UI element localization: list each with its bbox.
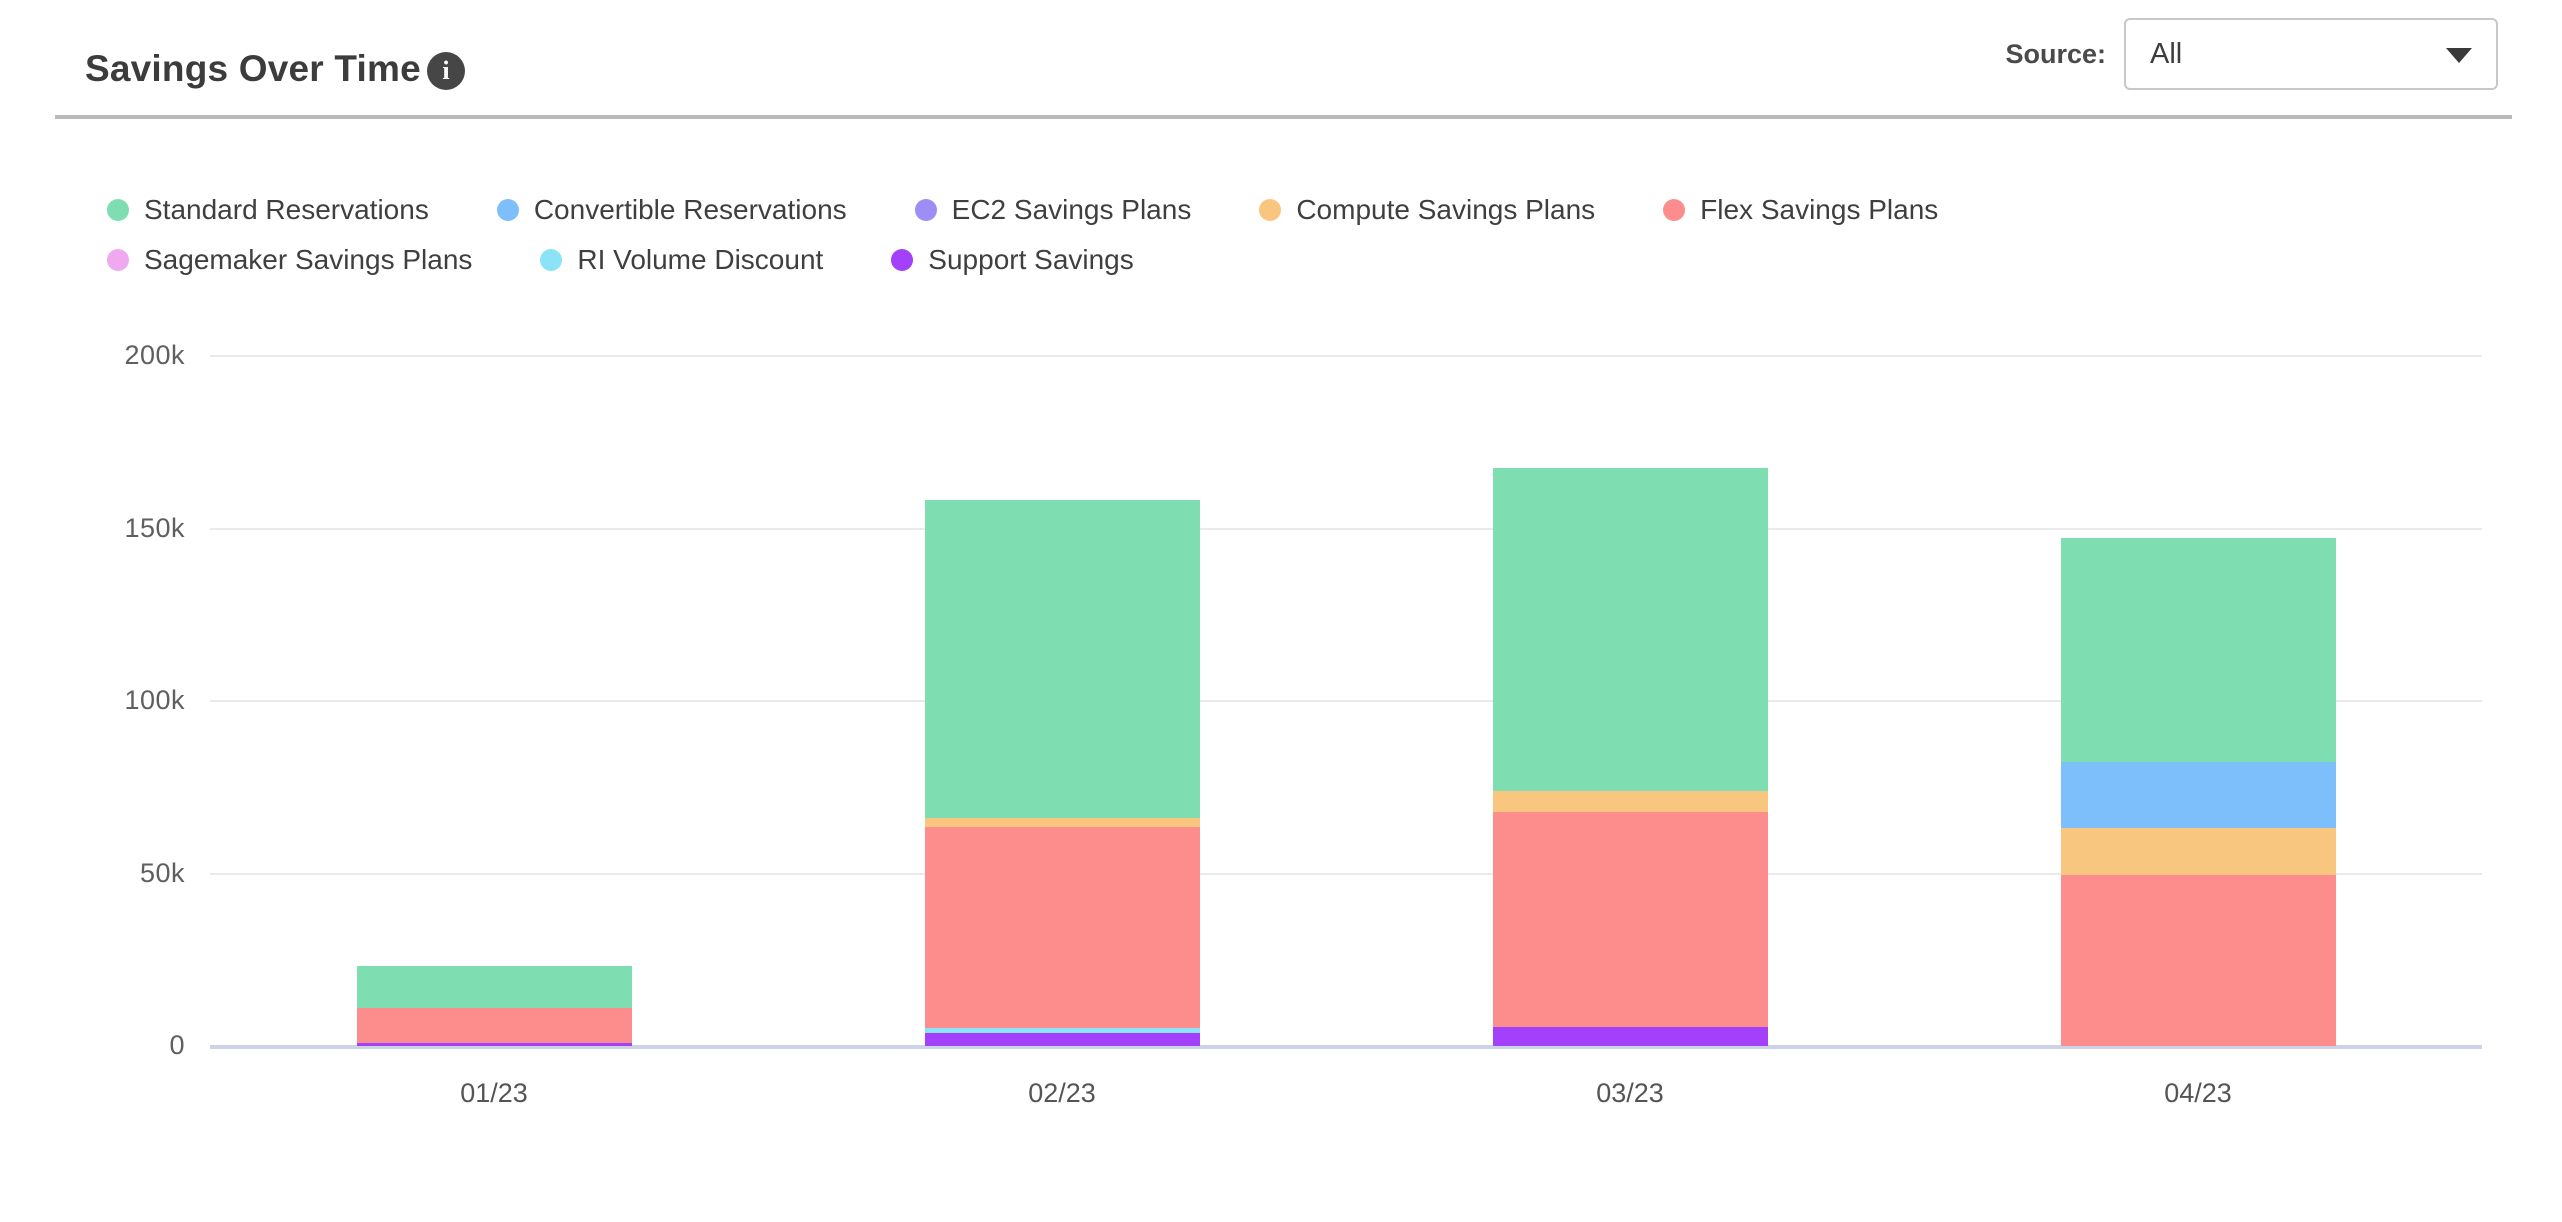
legend-item[interactable]: RI Volume Discount — [540, 244, 823, 276]
x-axis-tick-label: 04/23 — [2164, 1078, 2232, 1108]
legend-dot-icon — [891, 249, 914, 271]
chevron-down-icon — [2446, 48, 2472, 63]
bar-segment-standard-reservations-01-23[interactable] — [356, 965, 632, 1008]
bar-segment-convertible-reservations-04-23[interactable] — [2060, 761, 2336, 828]
gridline — [210, 700, 2482, 702]
legend-dot-icon — [540, 249, 563, 271]
legend-dot-icon — [496, 199, 519, 221]
gridline — [210, 872, 2482, 875]
y-axis-tick-label: 200k — [124, 340, 185, 370]
y-axis-tick-label: 0 — [169, 1030, 185, 1060]
legend-item[interactable]: Standard Reservations — [107, 194, 429, 226]
legend-label: RI Volume Discount — [577, 244, 824, 275]
legend-label: Standard Reservations — [144, 194, 429, 225]
legend-dot-icon — [1663, 199, 1686, 221]
legend-row: Sagemaker Savings Plans RI Volume Discoun… — [107, 238, 1938, 282]
source-control: Source: All — [2005, 18, 2498, 90]
legend-dot-icon — [107, 249, 129, 271]
chart-legend: Standard Reservations Convertible Reserva… — [107, 188, 1938, 282]
bar-segment-ri-volume-discount-02-23[interactable] — [924, 1027, 1200, 1033]
legend-label: Compute Savings Plans — [1296, 194, 1596, 225]
bar-segment-support-savings-02-23[interactable] — [924, 1032, 1200, 1046]
bar-segment-compute-savings-plans-04-23[interactable] — [2060, 827, 2336, 875]
legend-label: Convertible Reservations — [533, 194, 847, 225]
bar-segment-flex-savings-plans-02-23[interactable] — [924, 826, 1200, 1028]
legend-item[interactable]: EC2 Savings Plans — [914, 194, 1192, 226]
bar-segment-compute-savings-plans-03-23[interactable] — [1492, 791, 1768, 813]
x-axis-line — [210, 1045, 2482, 1049]
bar-segment-flex-savings-plans-04-23[interactable] — [2060, 874, 2336, 1046]
source-label: Source: — [2005, 38, 2106, 69]
panel-header: Savings Over Time i Source: All — [0, 0, 2562, 119]
x-axis-tick-label: 03/23 — [1596, 1078, 1664, 1108]
bar-segment-standard-reservations-04-23[interactable] — [2060, 538, 2336, 762]
bar-segment-standard-reservations-02-23[interactable] — [924, 499, 1200, 818]
legend-dot-icon — [914, 199, 937, 221]
y-axis-tick-label: 100k — [124, 685, 185, 715]
legend-label: EC2 Savings Plans — [951, 194, 1192, 225]
bar-segment-support-savings-03-23[interactable] — [1492, 1027, 1768, 1046]
gridline — [210, 527, 2482, 530]
info-icon-glyph: i — [442, 56, 450, 85]
source-selected-value: All — [2150, 37, 2183, 70]
bar-segment-standard-reservations-03-23[interactable] — [1492, 468, 1768, 792]
info-icon[interactable]: i — [427, 52, 465, 90]
legend-dot-icon — [1259, 199, 1282, 221]
legend-label: Sagemaker Savings Plans — [144, 244, 473, 275]
bar-segment-compute-savings-plans-02-23[interactable] — [924, 817, 1200, 827]
source-select[interactable]: All — [2124, 18, 2498, 90]
header-divider — [55, 115, 2512, 119]
legend-item[interactable]: Support Savings — [891, 244, 1134, 276]
legend-item[interactable]: Convertible Reservations — [496, 194, 847, 226]
legend-item[interactable]: Sagemaker Savings Plans — [107, 244, 472, 276]
page-title: Savings Over Time — [85, 48, 421, 89]
legend-label: Flex Savings Plans — [1700, 194, 1939, 225]
legend-item[interactable]: Flex Savings Plans — [1663, 194, 1938, 226]
x-axis-tick-label: 02/23 — [1028, 1078, 1096, 1108]
bar-segment-flex-savings-plans-01-23[interactable] — [356, 1007, 632, 1043]
legend-row: Standard Reservations Convertible Reserva… — [107, 188, 1938, 232]
y-axis-tick-label: 50k — [139, 857, 185, 888]
x-axis-tick-label: 01/23 — [460, 1078, 528, 1108]
y-axis-tick-label: 150k — [124, 512, 185, 543]
legend-dot-icon — [107, 199, 129, 221]
legend-label: Support Savings — [928, 244, 1134, 275]
bar-segment-support-savings-01-23[interactable] — [356, 1042, 632, 1046]
bar-segment-flex-savings-plans-03-23[interactable] — [1492, 812, 1768, 1028]
legend-item[interactable]: Compute Savings Plans — [1259, 194, 1595, 226]
gridline — [210, 355, 2482, 357]
